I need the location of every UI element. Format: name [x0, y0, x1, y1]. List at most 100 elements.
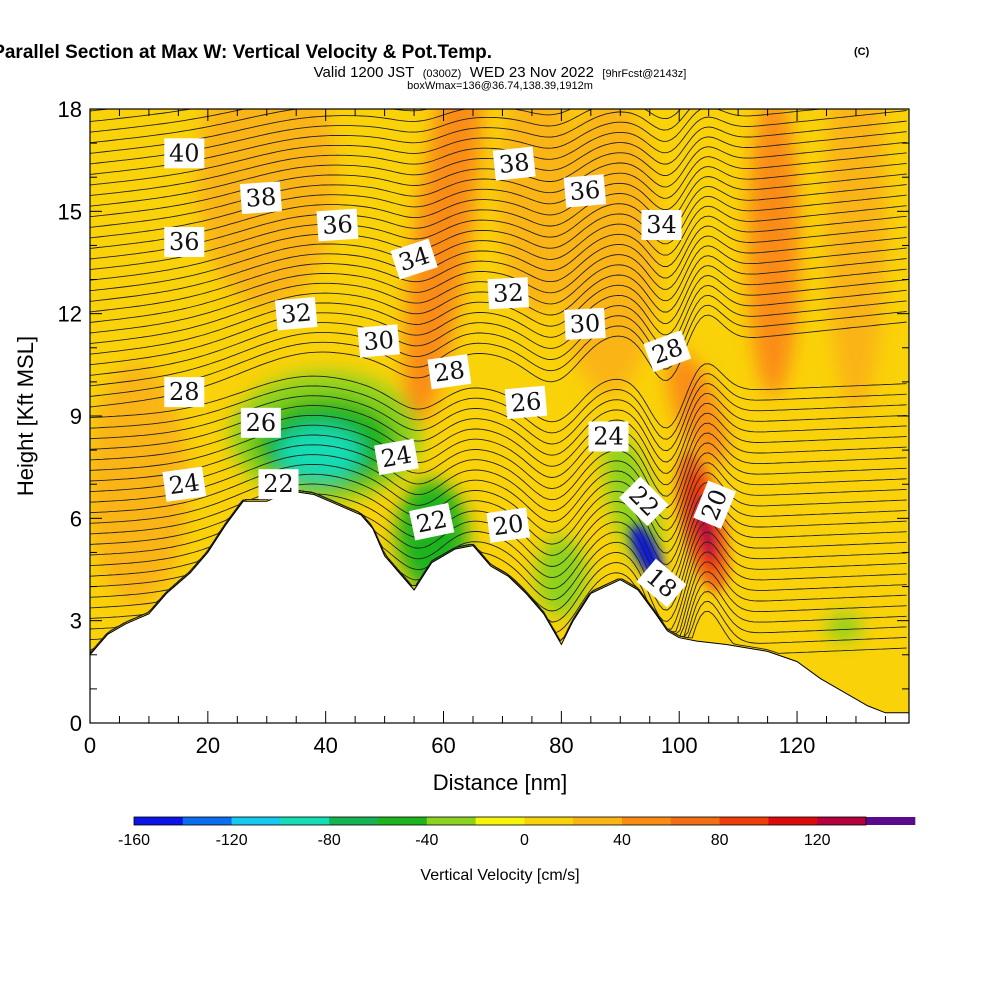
contour-label-box — [162, 466, 207, 502]
contour-label-box — [274, 297, 318, 331]
y-tick-label: 9 — [70, 404, 82, 429]
shade-upper-left — [196, 109, 337, 308]
colorbar-swatch — [182, 817, 233, 825]
isentrope-line — [90, 412, 907, 486]
x-tick-label: 100 — [661, 733, 698, 758]
isentrope-line — [90, 152, 907, 239]
isentrope-line — [90, 205, 907, 292]
contour-label-text: 30 — [569, 309, 601, 339]
isentrope-line — [90, 472, 907, 554]
plot-area: 4038363634383634323032302828282626242424… — [90, 99, 909, 723]
shade-right-column — [747, 109, 800, 396]
x-tick-label: 20 — [196, 733, 220, 758]
isentrope-line — [90, 109, 691, 175]
contour-label: 28 — [164, 377, 205, 408]
colorbar-swatch — [475, 817, 525, 825]
colorbar-label: Vertical Velocity [cm/s] — [420, 867, 579, 884]
contour-label-text: 40 — [169, 139, 200, 167]
x-axis-label: Distance [nm] — [433, 770, 568, 795]
contour-label: 38 — [239, 181, 282, 215]
isentrope-line — [90, 422, 907, 497]
shade-left-low — [90, 364, 188, 605]
contour-label: 32 — [274, 297, 318, 331]
contour-label-text: 22 — [414, 505, 450, 539]
forecast-info: [9hrFcst@2143z] — [602, 68, 686, 80]
valid-time-line: Valid 1200 JST (0300Z) WED 23 Nov 2022 [… — [314, 64, 687, 81]
x-tick-label: 120 — [779, 733, 816, 758]
contour-label: 36 — [316, 208, 359, 242]
isentrope-line — [90, 215, 907, 302]
isentrope-line — [90, 109, 825, 186]
x-tick-label: 0 — [84, 733, 96, 758]
contour-label-text: 30 — [362, 326, 395, 357]
contour-label-text: 36 — [568, 176, 601, 207]
isentrope-line — [90, 225, 907, 313]
shade-valley-descent2 — [536, 536, 587, 617]
contour-label: 30 — [564, 307, 606, 340]
contour-label-box — [239, 181, 282, 215]
isentrope-line — [90, 363, 907, 429]
contour-label-box — [164, 377, 205, 408]
contour-label-text: 38 — [245, 183, 277, 213]
contour-label: 34 — [641, 210, 682, 240]
colorbar-swatch — [329, 817, 379, 825]
colorbar-tick-label: -120 — [216, 832, 248, 849]
colorbar-swatch — [524, 817, 574, 825]
shade-plume-up — [667, 352, 727, 467]
isentrope-line — [90, 109, 572, 154]
contour-label-box — [486, 507, 531, 543]
contour-label-box — [390, 238, 438, 280]
contour-label-box — [487, 277, 530, 310]
contour-label-text: 28 — [169, 378, 200, 406]
contour-label-text: 22 — [263, 470, 294, 498]
contour-label: 26 — [504, 385, 548, 420]
contour-label-box — [240, 407, 281, 438]
colorbar-tick-label: -80 — [318, 832, 341, 849]
contour-label-box — [374, 438, 419, 476]
isentrope-line — [90, 432, 907, 509]
contour-label-box — [357, 324, 400, 358]
colorbar-tick-label: 40 — [613, 832, 631, 849]
contour-label: 28 — [643, 330, 692, 373]
isentrope-line — [90, 109, 247, 133]
isentrope-line — [90, 99, 907, 101]
y-tick-label: 18 — [58, 97, 82, 122]
contour-label-box — [693, 480, 736, 529]
contour-label-text: 36 — [169, 228, 200, 256]
contour-label-text: 24 — [167, 468, 201, 500]
colorbar-tick-label: 120 — [804, 832, 831, 849]
colorbar-swatch — [768, 817, 818, 825]
velocity-shading — [90, 109, 886, 642]
contour-label-text: 38 — [498, 148, 531, 179]
colorbar-swatch — [622, 817, 672, 825]
y-tick-label: 12 — [58, 302, 82, 327]
colorbar: -160 -120 -80 -40 0 40 80 120 — [118, 816, 916, 849]
colorbar-frame — [133, 816, 867, 826]
isentrope-line — [90, 392, 907, 463]
contour-label: 30 — [357, 324, 400, 358]
colorbar-tick-label: -40 — [415, 832, 438, 849]
colorbar-swatch — [817, 817, 867, 825]
contour-label: 36 — [164, 227, 205, 257]
valid-prefix: Valid 1200 JST — [314, 64, 415, 81]
contour-label-box — [563, 174, 607, 208]
contour-label-box — [504, 385, 548, 420]
contour-label-box — [643, 330, 692, 373]
isentrope-line — [90, 235, 907, 323]
colorbar-swatch — [866, 817, 916, 825]
contour-label-box — [164, 227, 205, 257]
isentrope-line — [90, 173, 907, 260]
colorbar-tick-label: 80 — [711, 832, 729, 849]
contour-label-text: 20 — [491, 509, 525, 541]
valid-date: WED 23 Nov 2022 — [470, 64, 594, 81]
isentrope-line — [90, 304, 907, 397]
isentrope-line — [90, 184, 907, 271]
contour-label-box — [564, 307, 606, 340]
y-tick-label: 0 — [70, 711, 82, 736]
colorbar-swatch — [134, 817, 184, 825]
contour-label-text: 32 — [492, 278, 524, 308]
contour-label-text: 26 — [510, 387, 543, 418]
shade-far-right — [825, 109, 886, 412]
colorbar-swatch — [280, 817, 330, 825]
